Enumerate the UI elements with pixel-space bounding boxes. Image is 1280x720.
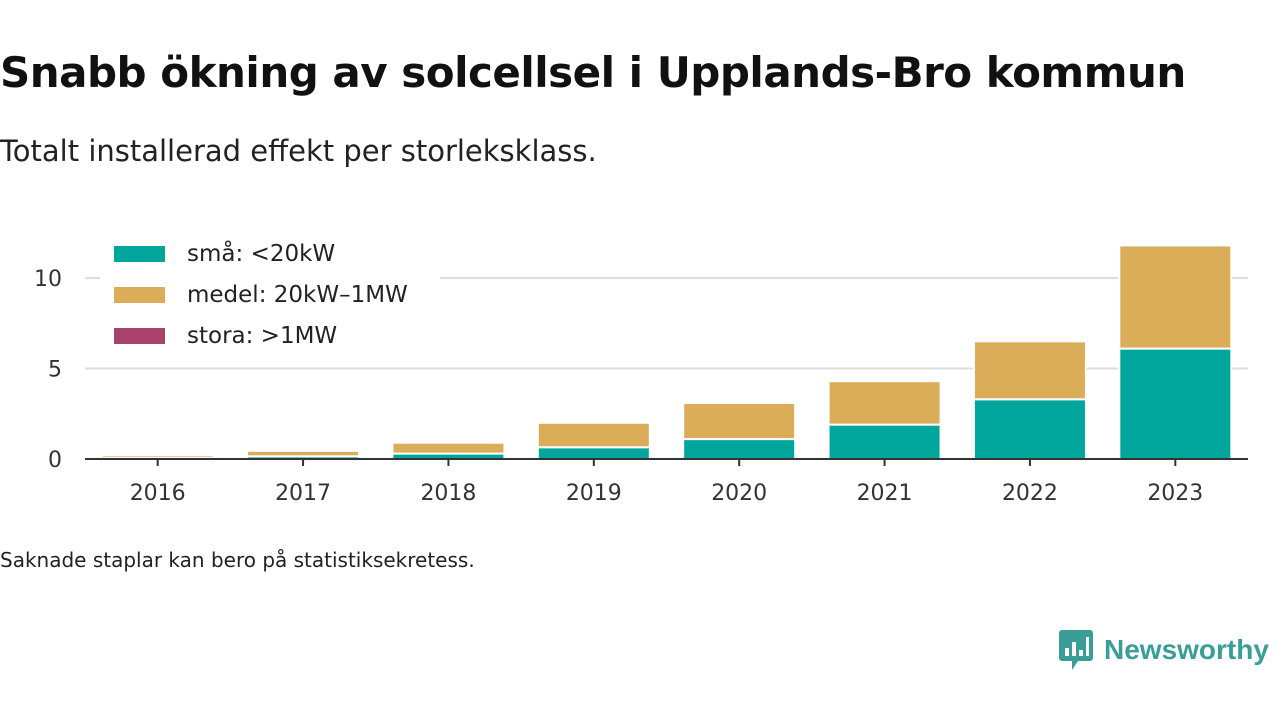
bar-segment: [972, 340, 1087, 401]
bar-segment: [100, 454, 215, 460]
bar-segment: [536, 421, 651, 449]
chart-title: Snabb ökning av solcellsel i Upplands-Br…: [0, 48, 1186, 97]
bar-segment: [827, 380, 942, 426]
x-tick-label: 2021: [857, 481, 913, 506]
x-tick-label: 2018: [420, 481, 476, 506]
footnote: Saknade staplar kan bero på statistiksek…: [0, 548, 475, 572]
x-tick-label: 2020: [711, 481, 767, 506]
legend-swatch: [114, 328, 165, 344]
x-tick-label: 2022: [1002, 481, 1058, 506]
bar-segment: [682, 438, 797, 460]
bar-segment: [682, 401, 797, 441]
legend-label: medel: 20kW–1MW: [187, 282, 408, 308]
y-tick-label: 5: [48, 358, 62, 383]
y-tick-label: 10: [34, 267, 62, 292]
bar-segment: [1118, 244, 1233, 350]
legend-label: små: <20kW: [187, 239, 335, 267]
bar-segment: [1118, 347, 1233, 460]
legend-swatch: [114, 246, 165, 262]
brand-logo-link[interactable]: Newsworthy: [1058, 628, 1269, 672]
x-tick-label: 2017: [275, 481, 331, 506]
bar-segment: [536, 446, 651, 461]
bar-segment: [972, 398, 1087, 461]
bar-segment: [827, 423, 942, 460]
chart-subtitle: Totalt installerad effekt per storlekskl…: [0, 134, 597, 168]
x-tick-label: 2023: [1147, 481, 1203, 506]
x-tick-label: 2016: [130, 481, 186, 506]
legend-swatch: [114, 287, 165, 303]
bar-segment: [391, 441, 506, 455]
x-tick-label: 2019: [566, 481, 622, 506]
stacked-bar-chart: 0 5 10 2016 2017 2018 2019 2020 2021 2022 2023 små:…: [34, 234, 1248, 506]
legend-label: stora: >1MW: [187, 323, 337, 349]
y-tick-label: 0: [48, 448, 62, 473]
bar-chart-speech-bubble-icon: [1059, 630, 1093, 670]
brand-name: Newsworthy: [1104, 634, 1269, 665]
bar-segment: [246, 449, 361, 458]
